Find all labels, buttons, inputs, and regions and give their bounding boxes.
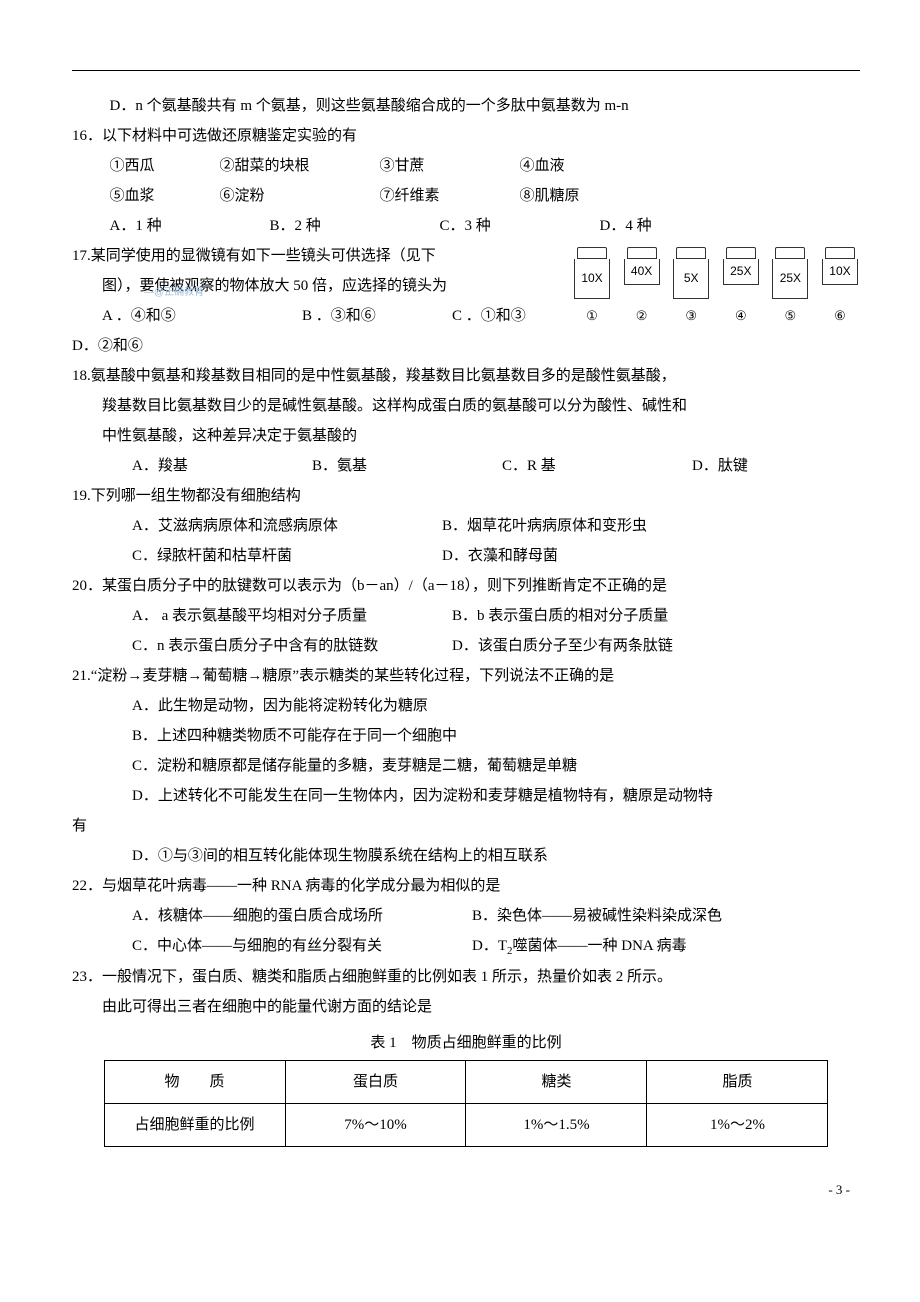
q22-stem: 22．与烟草花叶病毒——一种 RNA 病毒的化学成分最为相似的是 bbox=[72, 871, 860, 901]
q17-block: 10X 40X 5X 25X 25X 10X —@正确教育 ① ② ③ ④ ⑤ … bbox=[72, 241, 860, 331]
q17-opts-abc: A ．④和⑤ B ．③和⑥ C ．①和③ bbox=[72, 301, 566, 331]
lens-5-label: 25X bbox=[772, 259, 808, 299]
lens-idx-6: ⑥ bbox=[820, 303, 860, 329]
q20-opt-d: D．该蛋白质分子至少有两条肽链 bbox=[392, 631, 673, 661]
q21-opt-b: B．上述四种糖类物质不可能存在于同一个细胞中 bbox=[72, 721, 860, 751]
q17-opt-d: D．②和⑥ bbox=[72, 331, 860, 361]
lens-1-label: 10X bbox=[574, 259, 610, 299]
lens-1: 10X bbox=[572, 247, 612, 299]
lens-idx-3: ③ bbox=[671, 303, 711, 329]
lens-2: 40X bbox=[622, 247, 662, 299]
q20-stem: 20．某蛋白质分子中的肽键数可以表示为（b－an）/（a－18），则下列推断肯定… bbox=[72, 571, 860, 601]
q22-opts-cd: C．中心体——与细胞的有丝分裂有关 D．T2噬菌体——一种 DNA 病毒 bbox=[72, 931, 860, 962]
q19-opts-cd: C．绿脓杆菌和枯草杆菌 D．衣藻和酵母菌 bbox=[72, 541, 860, 571]
page-footer: - 3 - bbox=[72, 1177, 860, 1203]
q22-opt-d: D．T2噬菌体——一种 DNA 病毒 bbox=[412, 931, 687, 962]
q16-item-5: ⑤血浆 bbox=[72, 181, 182, 211]
q21-opt-d2: 有 bbox=[72, 811, 860, 841]
lens-4-label: 25X bbox=[723, 259, 759, 285]
q16-stem: 16．以下材料中可选做还原糖鉴定实验的有 bbox=[72, 121, 860, 151]
table1-title: 表 1 物质占细胞鲜重的比例 bbox=[72, 1028, 860, 1058]
q18-opts: A．羧基 B．氨基 C．R 基 D．肽键 bbox=[72, 451, 860, 481]
lens-figure: 10X 40X 5X 25X 25X 10X —@正确教育 ① ② ③ ④ ⑤ … bbox=[572, 247, 860, 329]
q23-stem-1: 23．一般情况下，蛋白质、糖类和脂质占细胞鲜重的比例如表 1 所示，热量价如表 … bbox=[72, 962, 860, 992]
table1: 物 质 蛋白质 糖类 脂质 占细胞鲜重的比例 7%～10% 1%～1.5% 1%… bbox=[104, 1060, 829, 1147]
q18-opt-a: A．羧基 bbox=[72, 451, 252, 481]
lens-idx-1: ① bbox=[572, 303, 612, 329]
q16-item-4: ④血液 bbox=[482, 151, 565, 181]
table1-h4: 脂质 bbox=[647, 1061, 828, 1104]
table1-h1: 物 质 bbox=[104, 1061, 285, 1104]
lens-5: 25X bbox=[770, 247, 810, 299]
q18-opt-d: D．肽键 bbox=[632, 451, 748, 481]
table1-h2: 蛋白质 bbox=[285, 1061, 466, 1104]
q18-opt-c: C．R 基 bbox=[442, 451, 632, 481]
q22-opts-ab: A．核糖体——细胞的蛋白质合成场所 B．染色体——易被碱性染料染成深色 bbox=[72, 901, 860, 931]
q21-stem: 21.“淀粉→麦芽糖→葡萄糖→糖原”表示糖类的某些转化过程，下列说法不正确的是 bbox=[72, 661, 860, 691]
table1-r3: 1%～1.5% bbox=[466, 1104, 647, 1147]
q16-opts: A．1 种 B．2 种 C．3 种 D．4 种 bbox=[72, 211, 860, 241]
lens-idx-4: ④ bbox=[721, 303, 761, 329]
q22-opt-a: A．核糖体——细胞的蛋白质合成场所 bbox=[72, 901, 412, 931]
q21-opt-d3: D．①与③间的相互转化能体现生物膜系统在结构上的相互联系 bbox=[72, 841, 860, 871]
q17-opt-a: A ．④和⑤ bbox=[72, 301, 272, 331]
q20-opts-cd: C．n 表示蛋白质分子中含有的肽链数 D．该蛋白质分子至少有两条肽链 bbox=[72, 631, 860, 661]
q21-opt-d1: D．上述转化不可能发生在同一生物体内，因为淀粉和麦芽糖是植物特有，糖原是动物特 bbox=[72, 781, 860, 811]
lens-idx-5: ⑤ bbox=[770, 303, 810, 329]
lens-6: 10X bbox=[820, 247, 860, 299]
lens-2-label: 40X bbox=[624, 259, 660, 285]
lens-3: 5X bbox=[671, 247, 711, 299]
lens-idx-2: ② bbox=[622, 303, 662, 329]
table1-r1: 占细胞鲜重的比例 bbox=[104, 1104, 285, 1147]
lens-3-label: 5X bbox=[673, 259, 709, 299]
q18-stem-2: 羧基数目比氨基数目少的是碱性氨基酸。这样构成蛋白质的氨基酸可以分为酸性、碱性和 bbox=[72, 391, 860, 421]
table1-h3: 糖类 bbox=[466, 1061, 647, 1104]
watermark: —@正确教育 bbox=[144, 283, 204, 303]
q22-opt-c: C．中心体——与细胞的有丝分裂有关 bbox=[72, 931, 412, 962]
q17-opt-c: C ．①和③ bbox=[422, 301, 526, 331]
q16-item-2: ②甜菜的块根 bbox=[182, 151, 342, 181]
q21-opt-c: C．淀粉和糖原都是储存能量的多糖，麦芽糖是二糖，葡萄糖是单糖 bbox=[72, 751, 860, 781]
q20-opt-a: A． a 表示氨基酸平均相对分子质量 bbox=[72, 601, 392, 631]
q16-items-row2: ⑤血浆 ⑥淀粉 ⑦纤维素 ⑧肌糖原 bbox=[72, 181, 860, 211]
q19-opt-a: A．艾滋病病原体和流感病原体 bbox=[72, 511, 382, 541]
q21-opt-a: A．此生物是动物，因为能将淀粉转化为糖原 bbox=[72, 691, 860, 721]
table-row: 物 质 蛋白质 糖类 脂质 bbox=[104, 1061, 828, 1104]
q19-opt-b: B．烟草花叶病病原体和变形虫 bbox=[382, 511, 647, 541]
q17-opt-b: B ．③和⑥ bbox=[272, 301, 422, 331]
q20-opt-b: B．b 表示蛋白质的相对分子质量 bbox=[392, 601, 668, 631]
table-row: 占细胞鲜重的比例 7%～10% 1%～1.5% 1%～2% bbox=[104, 1104, 828, 1147]
q19-opts-ab: A．艾滋病病原体和流感病原体 B．烟草花叶病病原体和变形虫 bbox=[72, 511, 860, 541]
table1-r2: 7%～10% bbox=[285, 1104, 466, 1147]
q16-opt-a: A．1 种 bbox=[72, 211, 232, 241]
lens-6-label: 10X bbox=[822, 259, 858, 285]
q15-opt-d: D．n 个氨基酸共有 m 个氨基，则这些氨基酸缩合成的一个多肽中氨基数为 m-n bbox=[72, 91, 860, 121]
q19-opt-d: D．衣藻和酵母菌 bbox=[382, 541, 558, 571]
q19-opt-c: C．绿脓杆菌和枯草杆菌 bbox=[72, 541, 382, 571]
q23-stem-2: 由此可得出三者在细胞中的能量代谢方面的结论是 bbox=[72, 992, 860, 1022]
q16-item-1: ①西瓜 bbox=[72, 151, 182, 181]
q16-opt-d: D．4 种 bbox=[562, 211, 652, 241]
q16-item-8: ⑧肌糖原 bbox=[482, 181, 580, 211]
q16-item-7: ⑦纤维素 bbox=[342, 181, 482, 211]
q18-opt-b: B．氨基 bbox=[252, 451, 442, 481]
q16-item-3: ③甘蔗 bbox=[342, 151, 482, 181]
q19-stem: 19.下列哪一组生物都没有细胞结构 bbox=[72, 481, 860, 511]
q18-stem-1: 18.氨基酸中氨基和羧基数目相同的是中性氨基酸，羧基数目比氨基数目多的是酸性氨基… bbox=[72, 361, 860, 391]
q20-opt-c: C．n 表示蛋白质分子中含有的肽链数 bbox=[72, 631, 392, 661]
q16-item-6: ⑥淀粉 bbox=[182, 181, 342, 211]
q16-opt-b: B．2 种 bbox=[232, 211, 402, 241]
q16-items-row1: ①西瓜 ②甜菜的块根 ③甘蔗 ④血液 bbox=[72, 151, 860, 181]
table1-r4: 1%～2% bbox=[647, 1104, 828, 1147]
lens-4: 25X bbox=[721, 247, 761, 299]
q16-opt-c: C．3 种 bbox=[402, 211, 562, 241]
q22-opt-b: B．染色体——易被碱性染料染成深色 bbox=[412, 901, 722, 931]
top-rule bbox=[72, 70, 860, 71]
q18-stem-3: 中性氨基酸，这种差异决定于氨基酸的 bbox=[72, 421, 860, 451]
q20-opts-ab: A． a 表示氨基酸平均相对分子质量 B．b 表示蛋白质的相对分子质量 bbox=[72, 601, 860, 631]
